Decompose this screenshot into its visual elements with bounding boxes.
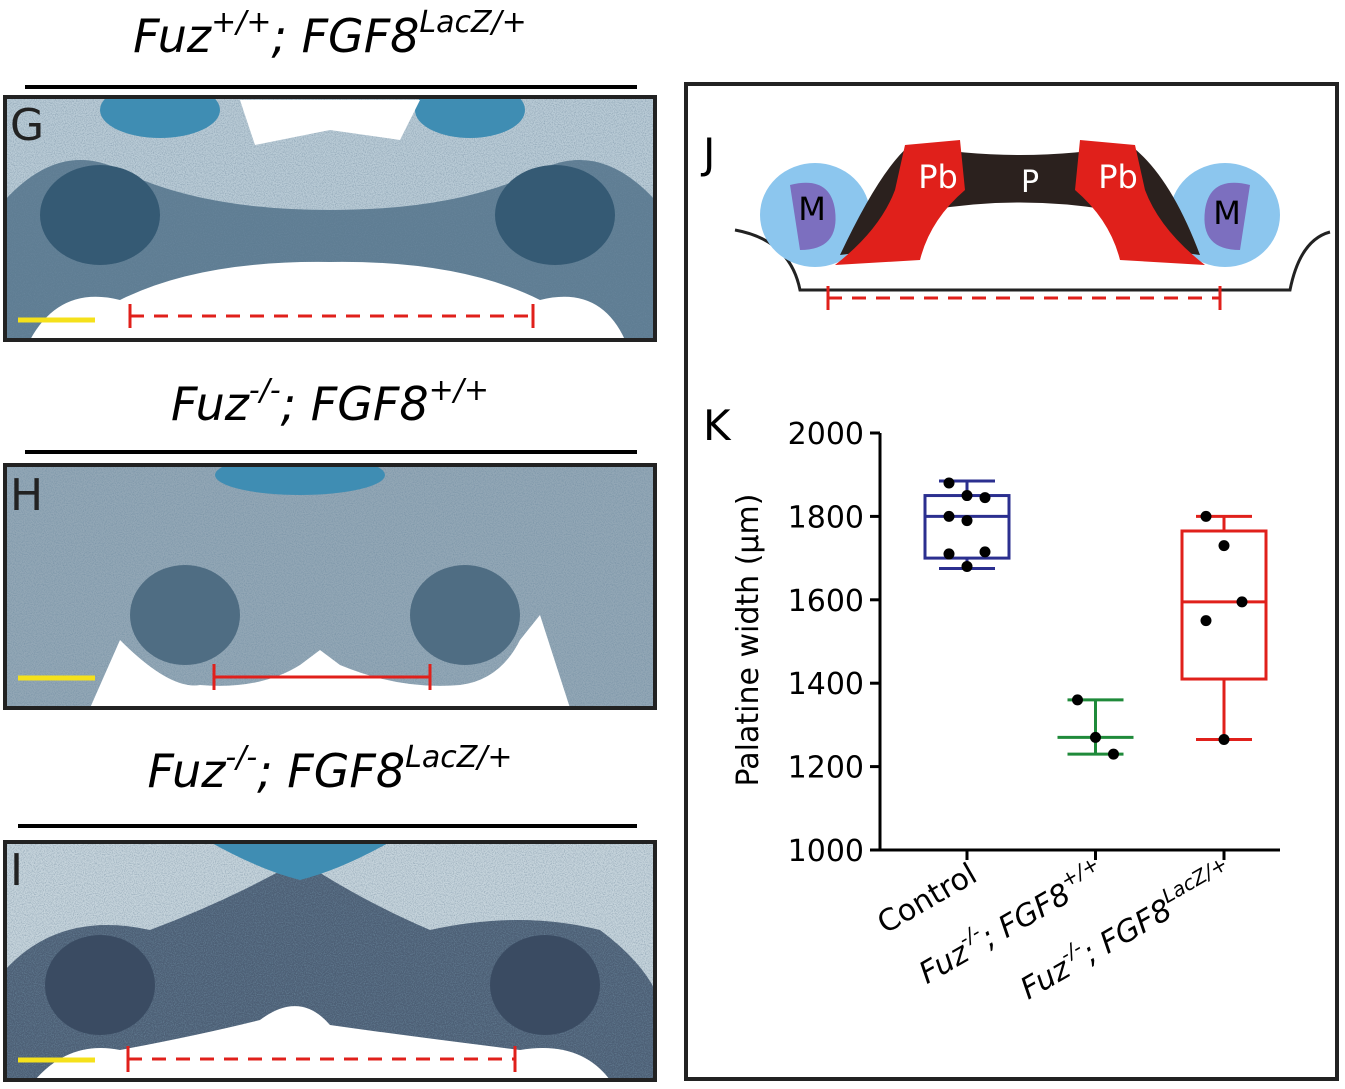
cartilage xyxy=(100,97,220,138)
molar-inner xyxy=(790,182,836,250)
data-point xyxy=(1200,510,1212,522)
panel-title: Fuz-/-; FGF8LacZ/+ xyxy=(147,740,512,798)
y-tick-label: 1000 xyxy=(788,834,864,869)
y-tick-label: 1600 xyxy=(788,584,864,619)
outline xyxy=(734,228,1331,292)
superscript: LacZ/+ xyxy=(419,5,526,40)
palatine-bone xyxy=(835,140,965,265)
data-point xyxy=(943,510,955,522)
text-part: ; FGF8 xyxy=(1077,892,1178,971)
oral-cavity xyxy=(30,261,625,340)
box xyxy=(923,494,1011,560)
text-part: ; FGF8 xyxy=(257,744,405,798)
data-point xyxy=(943,548,955,560)
palate-tissue xyxy=(5,860,655,1080)
data-point xyxy=(1200,615,1212,627)
data-point xyxy=(943,477,955,489)
y-tick-label: 1200 xyxy=(788,751,864,786)
data-point xyxy=(1236,596,1248,608)
data-point xyxy=(1072,694,1083,706)
data-point xyxy=(1218,733,1230,745)
panel-title: Fuz-/-; FGF8+/+ xyxy=(171,373,489,431)
cartilage xyxy=(215,465,385,495)
data-point xyxy=(979,492,991,504)
cartilage xyxy=(210,842,390,880)
histology-image xyxy=(5,842,655,1080)
x-tick-label: Fuz-/-; FGF8LacZ/+ xyxy=(1012,851,1240,1007)
histology-image xyxy=(5,97,655,340)
superscript: +/+ xyxy=(429,373,489,408)
data-point xyxy=(961,490,973,502)
data-point xyxy=(961,560,973,572)
panel-letter: G xyxy=(10,100,44,151)
image-frame xyxy=(3,840,657,1082)
data-point xyxy=(979,546,991,558)
diagram-label: M xyxy=(798,190,826,228)
molar xyxy=(130,565,240,665)
nasal-cavity xyxy=(240,100,420,145)
y-axis-label: Palatine width (µm) xyxy=(731,494,766,787)
diagram-label: Pb xyxy=(918,158,958,196)
data-point xyxy=(961,515,973,527)
molar xyxy=(490,935,600,1035)
molar xyxy=(40,165,160,265)
molar xyxy=(410,565,520,665)
diagram-label: P xyxy=(1021,165,1039,200)
superscript: LacZ/+ xyxy=(405,740,512,775)
oral-cavity xyxy=(35,1006,610,1080)
superscript: LacZ/+ xyxy=(1157,851,1231,908)
text-part: ; FGF8 xyxy=(271,9,419,63)
oral-cavity xyxy=(90,615,570,708)
panel-letter: I xyxy=(10,845,23,896)
molar xyxy=(45,935,155,1035)
superscript: +/+ xyxy=(211,5,271,40)
box xyxy=(1180,529,1268,681)
panel-letter: J xyxy=(700,129,715,178)
molar xyxy=(495,165,615,265)
y-tick-label: 2000 xyxy=(788,417,864,452)
molar-inner xyxy=(1204,182,1250,250)
panel-letter: H xyxy=(10,470,43,521)
panel-title: Fuz+/+; FGF8LacZ/+ xyxy=(133,5,527,63)
y-tick-label: 1400 xyxy=(788,667,864,702)
image-frame xyxy=(3,463,657,710)
diagram-label: Pb xyxy=(1098,158,1138,196)
text-part: ; FGF8 xyxy=(281,377,429,431)
superscript: -/- xyxy=(249,373,281,408)
diagram-label: M xyxy=(1213,194,1241,232)
panel-frame xyxy=(684,82,1339,1081)
image-frame xyxy=(3,95,657,342)
text-part: Fuz xyxy=(147,744,226,798)
cartilage xyxy=(415,97,525,138)
text-part: Fuz xyxy=(171,377,250,431)
panel-letter: K xyxy=(703,401,732,450)
data-point xyxy=(1090,731,1101,743)
palatine-bone xyxy=(1075,140,1205,265)
histology-image xyxy=(5,465,655,708)
data-point xyxy=(1218,540,1230,552)
data-point xyxy=(1108,748,1119,760)
superscript: -/- xyxy=(225,740,257,775)
y-tick-label: 1800 xyxy=(788,500,864,535)
text-part: Fuz xyxy=(133,9,212,63)
